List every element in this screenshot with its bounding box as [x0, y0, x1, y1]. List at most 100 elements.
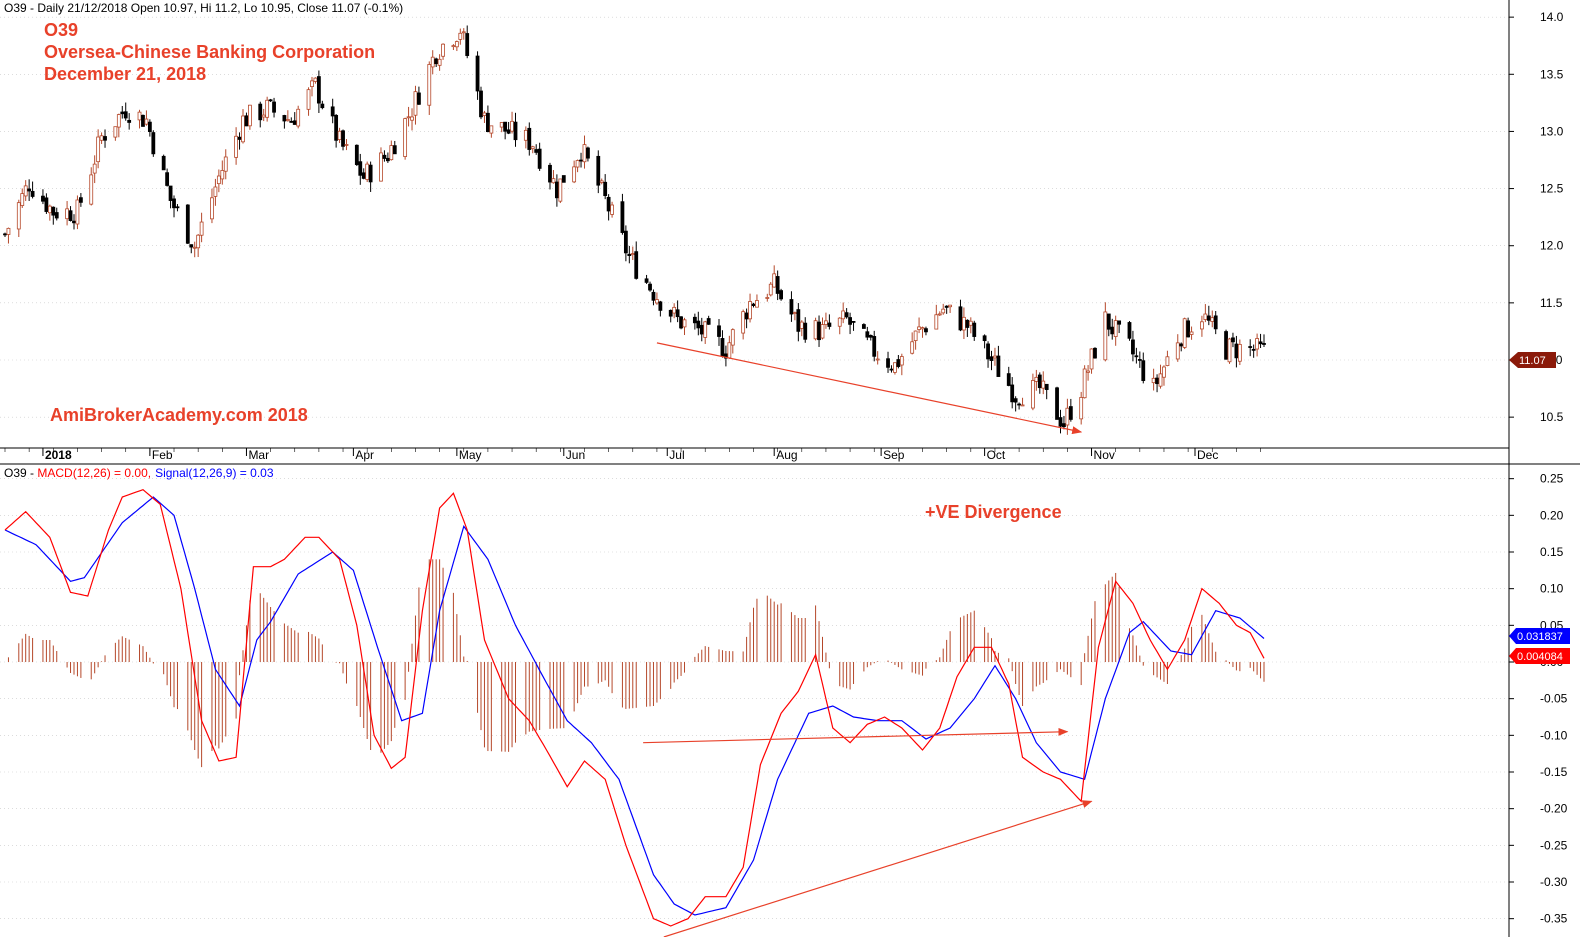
candle-body: [265, 99, 270, 118]
candle-body: [137, 111, 142, 121]
candle: [765, 293, 770, 302]
candle-body: [1093, 347, 1097, 359]
candle: [796, 303, 801, 342]
candle: [296, 105, 301, 129]
macd-header-prefix: O39 -: [4, 466, 37, 480]
candle-body: [599, 180, 604, 183]
candle: [234, 127, 239, 165]
candle-body: [1158, 373, 1163, 387]
candle-body: [548, 164, 552, 183]
candle: [282, 114, 287, 129]
candle-body: [982, 335, 987, 342]
candle-body: [1248, 346, 1253, 348]
candle-body: [165, 172, 170, 186]
candle: [261, 108, 266, 122]
candle: [1127, 321, 1132, 341]
candle-body: [606, 196, 611, 212]
candle-body: [1055, 387, 1059, 420]
macd-tick-label: 0.20: [1540, 508, 1564, 522]
candle: [268, 98, 273, 102]
signal-badge-text: 0.031837: [1517, 631, 1563, 643]
candle: [1175, 334, 1180, 362]
candle: [213, 178, 218, 206]
candle: [972, 320, 977, 341]
candle: [510, 111, 514, 134]
candle: [361, 168, 366, 180]
macd-trendlines: [643, 727, 1093, 937]
candle: [1134, 347, 1139, 364]
candle: [486, 105, 490, 133]
candle: [258, 101, 263, 128]
candle: [920, 326, 925, 338]
candle-body: [3, 233, 7, 236]
candle: [161, 154, 166, 171]
candle-body: [258, 103, 263, 121]
candle-body: [1117, 320, 1122, 325]
candle: [944, 305, 949, 314]
candle: [958, 299, 963, 332]
candle-body: [72, 220, 76, 224]
price-tick-label: 13.0: [1540, 124, 1564, 138]
candle: [168, 185, 173, 209]
candle: [189, 244, 194, 254]
candle: [16, 199, 21, 238]
candle: [875, 351, 880, 365]
candle: [65, 201, 69, 226]
candle: [334, 114, 339, 148]
candle: [172, 195, 176, 218]
month-label: Apr: [355, 448, 374, 462]
candle-body: [1155, 377, 1159, 385]
candle: [1262, 334, 1266, 348]
candle-body: [993, 355, 997, 359]
candle-body: [289, 120, 294, 123]
divergence-label: +VE Divergence: [925, 502, 1062, 522]
candle-body: [389, 145, 394, 161]
candle-body: [1165, 356, 1170, 366]
candle: [561, 175, 566, 183]
macd-tick-label: -0.30: [1540, 875, 1568, 889]
candle-body: [30, 190, 35, 197]
candle: [779, 288, 783, 301]
candle: [706, 315, 711, 325]
candle: [358, 153, 363, 185]
candle-body: [1175, 342, 1180, 360]
candle: [965, 319, 970, 337]
candle-body: [175, 206, 180, 209]
candle: [341, 129, 345, 151]
candle-body: [1131, 339, 1135, 355]
candle: [1237, 339, 1242, 366]
candle-body: [751, 303, 756, 307]
candle: [889, 365, 894, 373]
candle: [1231, 332, 1235, 348]
candle-body: [765, 297, 770, 299]
candle-body: [192, 246, 197, 249]
candle-body: [499, 122, 504, 128]
candle: [403, 117, 408, 160]
candle: [1034, 369, 1039, 391]
candle: [668, 309, 673, 323]
candle: [41, 189, 45, 205]
candle-body: [68, 210, 73, 221]
candle: [1117, 320, 1122, 334]
candle: [868, 334, 873, 341]
candle-body: [413, 91, 418, 116]
candle: [1179, 342, 1184, 352]
candle-body: [896, 359, 901, 367]
candle: [630, 246, 635, 261]
candle-body: [330, 106, 335, 117]
candle: [382, 150, 387, 162]
candle: [241, 109, 245, 144]
candle-body: [886, 358, 890, 368]
candle: [651, 289, 656, 306]
candle: [310, 76, 314, 97]
candle-body: [575, 160, 580, 168]
candle: [465, 25, 470, 59]
candle-body: [817, 321, 821, 341]
company-label: Oversea-Chinese Banking Corporation: [44, 42, 375, 62]
month-label: Aug: [776, 448, 797, 462]
candle-body: [1137, 359, 1142, 361]
candle: [1210, 310, 1215, 328]
candle: [1093, 347, 1097, 359]
candle: [68, 206, 73, 222]
candle: [196, 233, 201, 258]
